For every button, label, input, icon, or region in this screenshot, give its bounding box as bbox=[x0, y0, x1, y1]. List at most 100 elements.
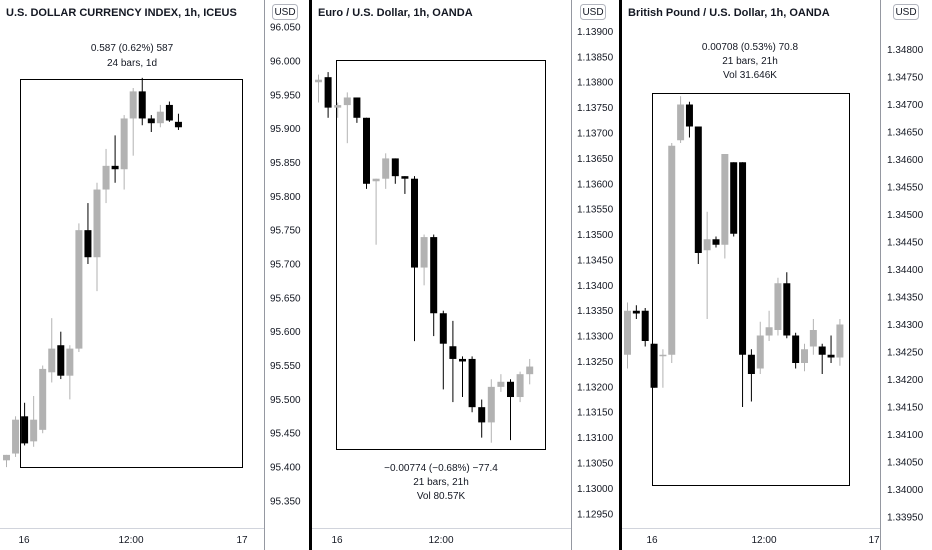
candle-body bbox=[756, 335, 764, 369]
candle bbox=[138, 77, 146, 126]
candle-body bbox=[685, 104, 693, 127]
candle bbox=[420, 234, 428, 286]
candle bbox=[783, 272, 791, 339]
candle-body bbox=[315, 79, 322, 83]
time-tick-label: 12:00 bbox=[751, 535, 776, 546]
candle bbox=[836, 319, 844, 366]
time-tick-label: 16 bbox=[18, 535, 30, 546]
candle-body bbox=[12, 419, 20, 454]
candle-body bbox=[694, 126, 702, 253]
candle bbox=[792, 332, 800, 369]
candle-series bbox=[3, 77, 182, 468]
candle bbox=[827, 335, 835, 363]
price-tick-label: 95.500 bbox=[270, 395, 301, 406]
candle bbox=[774, 277, 782, 336]
candle-body bbox=[129, 91, 137, 119]
price-tick-label: 1.13000 bbox=[577, 484, 614, 495]
candle-body bbox=[39, 368, 47, 430]
candle bbox=[703, 211, 711, 319]
measure-change: 0.00708 (0.53%) 70.8 bbox=[702, 42, 799, 53]
time-tick-label: 17 bbox=[868, 535, 880, 546]
candle bbox=[487, 379, 495, 443]
candle bbox=[147, 115, 155, 132]
candle bbox=[353, 97, 361, 123]
time-tick-label: 12:00 bbox=[428, 535, 453, 546]
measure-bars: 21 bars, 21h bbox=[722, 56, 778, 67]
candle bbox=[156, 104, 164, 128]
price-tick-label: 1.34600 bbox=[887, 155, 924, 166]
time-tick-label: 16 bbox=[331, 535, 343, 546]
price-tick-label: 1.34050 bbox=[887, 458, 924, 469]
candle-body bbox=[66, 348, 74, 376]
price-tick-label: 95.800 bbox=[270, 192, 301, 203]
price-tick-label: 95.850 bbox=[270, 158, 301, 169]
candle-body bbox=[721, 154, 729, 245]
candle bbox=[468, 356, 476, 413]
candle bbox=[93, 182, 101, 292]
candle bbox=[324, 72, 332, 118]
svg-text:USD: USD bbox=[274, 7, 295, 18]
candle bbox=[334, 102, 342, 118]
candle bbox=[363, 117, 370, 189]
time-tick-label: 17 bbox=[236, 535, 248, 546]
candle-body bbox=[111, 165, 119, 170]
time-tick-label: 12:00 bbox=[118, 535, 143, 546]
candle-body bbox=[641, 310, 649, 341]
candle bbox=[343, 92, 351, 144]
candle bbox=[765, 310, 773, 341]
candle-body bbox=[401, 176, 409, 179]
price-tick-label: 96.050 bbox=[270, 23, 301, 34]
price-tick-label: 1.34150 bbox=[887, 403, 924, 414]
candle bbox=[174, 113, 182, 130]
candle-body bbox=[739, 162, 747, 355]
measure-change: 0.587 (0.62%) 587 bbox=[91, 43, 174, 54]
chart-title: U.S. DOLLAR CURRENCY INDEX, 1h, ICEUS bbox=[6, 7, 237, 19]
measure-bars: 24 bars, 1d bbox=[107, 58, 157, 69]
currency-badge[interactable]: USD bbox=[580, 4, 606, 20]
candle-body bbox=[659, 354, 667, 357]
chart-pane-eurusd: Euro / U.S. Dollar, 1h, OANDA USD −0.007… bbox=[315, 4, 614, 546]
candle-body bbox=[93, 189, 101, 258]
candle bbox=[129, 88, 137, 156]
candle-body bbox=[391, 158, 399, 177]
price-tick-label: 1.34000 bbox=[887, 485, 924, 496]
price-tick-label: 1.13700 bbox=[577, 129, 614, 140]
price-tick-label: 1.34450 bbox=[887, 238, 924, 249]
price-tick-label: 95.950 bbox=[270, 90, 301, 101]
candle-body bbox=[712, 239, 720, 245]
price-tick-label: 1.13400 bbox=[577, 281, 614, 292]
price-tick-label: 1.13850 bbox=[577, 52, 614, 63]
price-tick-label: 95.550 bbox=[270, 361, 301, 372]
price-tick-label: 95.400 bbox=[270, 463, 301, 474]
price-axis: 1.13900 1.13850 1.13800 1.13750 1.13700 1.136… bbox=[577, 27, 614, 520]
price-tick-label: 1.13050 bbox=[577, 459, 614, 470]
candle bbox=[478, 399, 486, 438]
candle-body bbox=[430, 237, 438, 314]
candle bbox=[165, 101, 173, 122]
candle-body bbox=[487, 386, 495, 423]
candle-body bbox=[677, 104, 685, 141]
candle bbox=[632, 305, 640, 319]
measure-box bbox=[652, 93, 850, 486]
candle-body bbox=[747, 354, 755, 374]
chart-title: British Pound / U.S. Dollar, 1h, OANDA bbox=[628, 7, 830, 19]
candle-body bbox=[468, 358, 476, 408]
candle-body bbox=[147, 118, 155, 124]
candle-body bbox=[3, 454, 10, 461]
candle bbox=[401, 176, 409, 194]
price-tick-label: 1.34400 bbox=[887, 265, 924, 276]
candle bbox=[411, 176, 418, 342]
currency-badge[interactable]: USD bbox=[893, 4, 919, 20]
candle-body bbox=[57, 345, 65, 376]
price-tick-label: 1.34200 bbox=[887, 375, 924, 386]
candle-series bbox=[624, 96, 844, 407]
time-tick-label: 16 bbox=[646, 535, 658, 546]
candle bbox=[120, 115, 128, 190]
currency-badge[interactable]: USD bbox=[272, 4, 298, 20]
price-tick-label: 1.34100 bbox=[887, 430, 924, 441]
price-tick-label: 1.13250 bbox=[577, 357, 614, 368]
candle bbox=[3, 454, 10, 468]
price-tick-label: 1.34800 bbox=[887, 45, 924, 56]
candle bbox=[756, 321, 764, 374]
price-tick-label: 1.13800 bbox=[577, 78, 614, 89]
